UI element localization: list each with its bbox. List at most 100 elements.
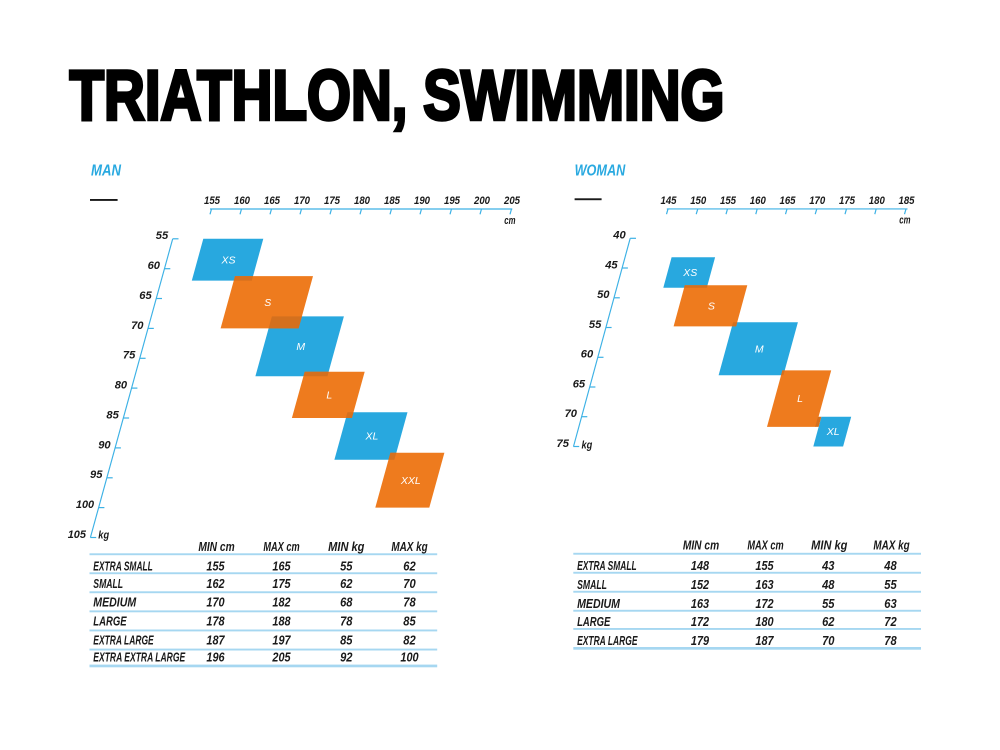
svg-text:MIN cm: MIN cm bbox=[683, 539, 719, 553]
svg-text:65: 65 bbox=[139, 290, 152, 302]
svg-text:WOMAN: WOMAN bbox=[575, 163, 626, 180]
svg-text:148: 148 bbox=[691, 558, 710, 573]
svg-text:100: 100 bbox=[400, 650, 419, 665]
svg-text:EXTRA LARGE: EXTRA LARGE bbox=[577, 633, 638, 648]
svg-text:XL: XL bbox=[826, 426, 840, 438]
svg-text:L: L bbox=[326, 390, 332, 402]
svg-text:TRIATHLON, SWIMMING: TRIATHLON, SWIMMING bbox=[70, 56, 725, 135]
svg-text:162: 162 bbox=[206, 576, 225, 591]
svg-text:196: 196 bbox=[206, 650, 225, 665]
svg-text:M: M bbox=[296, 341, 305, 353]
svg-text:LARGE: LARGE bbox=[93, 613, 127, 628]
svg-text:MIN cm: MIN cm bbox=[198, 540, 234, 554]
svg-text:45: 45 bbox=[604, 259, 618, 271]
svg-text:MIN kg: MIN kg bbox=[328, 540, 365, 554]
svg-text:190: 190 bbox=[414, 195, 431, 207]
svg-text:165: 165 bbox=[780, 195, 797, 207]
svg-text:187: 187 bbox=[206, 632, 225, 647]
svg-text:MIN kg: MIN kg bbox=[811, 539, 848, 553]
svg-text:145: 145 bbox=[661, 195, 678, 207]
svg-text:175: 175 bbox=[272, 576, 291, 591]
svg-text:100: 100 bbox=[76, 499, 95, 511]
svg-text:75: 75 bbox=[557, 438, 570, 450]
svg-text:180: 180 bbox=[755, 614, 774, 629]
svg-text:85: 85 bbox=[403, 613, 416, 628]
svg-text:78: 78 bbox=[340, 613, 353, 628]
svg-text:95: 95 bbox=[90, 469, 103, 481]
svg-text:170: 170 bbox=[809, 195, 826, 207]
svg-text:72: 72 bbox=[884, 614, 897, 629]
svg-text:155: 155 bbox=[720, 195, 737, 207]
svg-text:63: 63 bbox=[884, 596, 897, 611]
svg-text:70: 70 bbox=[822, 633, 835, 648]
svg-text:43: 43 bbox=[821, 558, 835, 573]
svg-text:LARGE: LARGE bbox=[577, 614, 611, 629]
svg-text:170: 170 bbox=[294, 195, 311, 207]
svg-text:MAX kg: MAX kg bbox=[391, 540, 428, 554]
svg-text:185: 185 bbox=[899, 195, 916, 207]
svg-text:80: 80 bbox=[115, 380, 128, 392]
svg-text:195: 195 bbox=[444, 195, 461, 207]
svg-text:cm: cm bbox=[899, 214, 910, 226]
svg-text:XS: XS bbox=[220, 254, 235, 266]
svg-text:EXTRA SMALL: EXTRA SMALL bbox=[93, 558, 153, 573]
svg-text:cm: cm bbox=[504, 215, 515, 227]
svg-text:205: 205 bbox=[503, 195, 521, 207]
svg-text:40: 40 bbox=[612, 230, 626, 242]
svg-text:187: 187 bbox=[755, 633, 774, 648]
svg-text:185: 185 bbox=[384, 195, 401, 207]
svg-text:150: 150 bbox=[690, 195, 707, 207]
svg-text:55: 55 bbox=[589, 319, 602, 331]
svg-text:EXTRA LARGE: EXTRA LARGE bbox=[93, 632, 154, 647]
svg-text:kg: kg bbox=[582, 439, 593, 451]
svg-text:S: S bbox=[708, 301, 715, 313]
svg-text:55: 55 bbox=[156, 230, 169, 242]
svg-text:82: 82 bbox=[403, 632, 416, 647]
svg-text:160: 160 bbox=[234, 195, 251, 207]
svg-text:155: 155 bbox=[204, 195, 221, 207]
svg-text:92: 92 bbox=[340, 650, 353, 665]
svg-text:MEDIUM: MEDIUM bbox=[93, 594, 137, 609]
svg-text:178: 178 bbox=[206, 613, 225, 628]
svg-text:152: 152 bbox=[691, 577, 710, 592]
svg-text:MAX kg: MAX kg bbox=[873, 539, 910, 553]
svg-text:172: 172 bbox=[691, 614, 710, 629]
svg-text:MAX cm: MAX cm bbox=[263, 540, 299, 554]
svg-text:EXTRA SMALL: EXTRA SMALL bbox=[577, 558, 637, 573]
svg-text:163: 163 bbox=[755, 577, 774, 592]
svg-text:XS: XS bbox=[682, 267, 697, 279]
svg-text:SMALL: SMALL bbox=[93, 576, 123, 591]
svg-text:163: 163 bbox=[691, 596, 710, 611]
svg-text:179: 179 bbox=[691, 633, 710, 648]
svg-text:60: 60 bbox=[581, 349, 594, 361]
svg-text:182: 182 bbox=[272, 594, 291, 609]
svg-text:S: S bbox=[264, 297, 271, 309]
svg-text:85: 85 bbox=[340, 632, 353, 647]
svg-text:160: 160 bbox=[750, 195, 767, 207]
svg-text:62: 62 bbox=[822, 614, 835, 629]
svg-text:78: 78 bbox=[403, 594, 416, 609]
svg-text:105: 105 bbox=[68, 529, 87, 541]
svg-text:170: 170 bbox=[206, 594, 225, 609]
svg-text:65: 65 bbox=[573, 378, 586, 390]
svg-text:155: 155 bbox=[755, 558, 774, 573]
svg-text:EXTRA EXTRA LARGE: EXTRA EXTRA LARGE bbox=[93, 650, 185, 665]
svg-text:68: 68 bbox=[340, 594, 353, 609]
svg-text:62: 62 bbox=[340, 576, 353, 591]
svg-text:165: 165 bbox=[264, 195, 281, 207]
svg-text:48: 48 bbox=[821, 577, 835, 592]
svg-text:70: 70 bbox=[565, 408, 578, 420]
svg-text:205: 205 bbox=[272, 650, 292, 665]
svg-text:175: 175 bbox=[839, 195, 856, 207]
svg-text:55: 55 bbox=[884, 577, 897, 592]
svg-text:165: 165 bbox=[272, 558, 291, 573]
svg-text:SMALL: SMALL bbox=[577, 577, 607, 592]
svg-text:197: 197 bbox=[272, 632, 291, 647]
svg-text:XL: XL bbox=[364, 431, 378, 443]
svg-text:XXL: XXL bbox=[400, 475, 421, 487]
svg-text:48: 48 bbox=[883, 558, 897, 573]
svg-text:50: 50 bbox=[597, 289, 610, 301]
svg-text:75: 75 bbox=[123, 350, 136, 362]
svg-text:172: 172 bbox=[755, 596, 774, 611]
svg-text:188: 188 bbox=[272, 613, 291, 628]
